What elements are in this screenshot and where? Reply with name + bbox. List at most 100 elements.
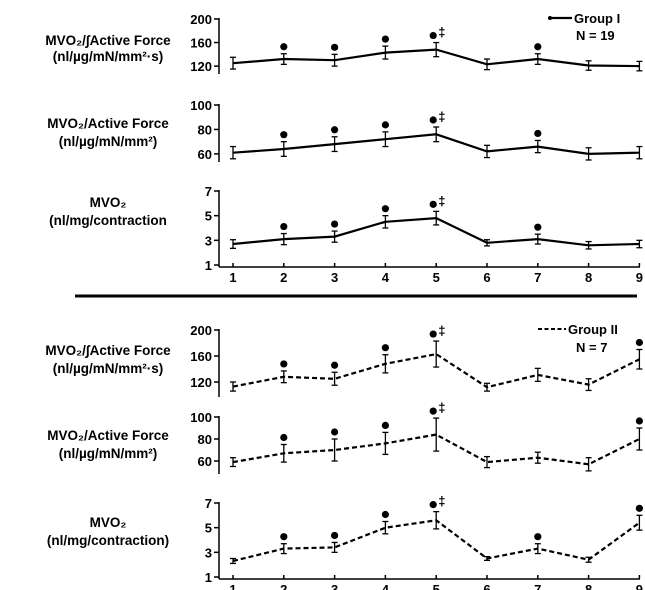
x-tick-label-g1-p3: 9 [636, 270, 643, 285]
x-tick-label-g2-p3: 7 [534, 582, 541, 590]
significance-marker-g1-p2 [331, 126, 339, 134]
panel-g1-p1: 120 160 200 MVO₂/∫Active Force(nl/µg/mN/mm²… [45, 12, 643, 74]
panel-g1-p3: 1 3 5 7 MVO₂ (nl/mg/contraction 1 2 3 4 5 6 7 8 9 ‡ [49, 184, 643, 285]
y-units-g1-p1: (nl/µg/mN/mm²·s) [53, 49, 164, 64]
significance-marker-g1-p1 [429, 31, 437, 40]
y-units-g1-p2: (nl/µg/mN/mm²) [59, 134, 158, 149]
x-tick-label-g1-p3: 7 [534, 270, 541, 285]
x-tick-label-g2-p3: 6 [483, 582, 490, 590]
significance-marker-g2-p2 [280, 433, 288, 442]
x-tick-label-g2-p3: 1 [229, 582, 236, 590]
x-tick-label-g1-p3: 2 [280, 270, 287, 285]
panel-g2-p1: 120 160 200 MVO₂/∫Active Force (nl/µg/mN/mm²… [45, 323, 644, 397]
y-tick-label-g1-p3: 3 [205, 233, 212, 248]
significance-marker-g2-p1 [280, 360, 288, 368]
x-tick-label-g2-p3: 4 [382, 582, 390, 590]
y-tick-label-g1-p1: 160 [190, 36, 212, 51]
x-tick-label-g1-p3: 1 [229, 270, 236, 285]
significance-marker-g1-p2 [280, 131, 288, 139]
significance-marker-g1-p1 [331, 43, 339, 51]
significance-marker-g2-p1 [635, 338, 644, 347]
significance-marker-g2-p3 [534, 533, 542, 541]
x-tick-label-g2-p3: 8 [585, 582, 592, 590]
legend-n-group-2: N = 7 [576, 340, 607, 355]
significance-marker-g2-p2 [429, 407, 437, 415]
legend-label-group-1: Group I [574, 11, 620, 26]
legend-group-2: Group II N = 7 [538, 322, 618, 355]
y-tick-label-g1-p2: 60 [198, 147, 212, 162]
x-tick-label-g2-p3: 3 [331, 582, 338, 590]
legend-group-1: Group I N = 19 [548, 11, 620, 43]
legend-n-group-1: N = 19 [576, 28, 615, 43]
panel-g2-p2: 60 80 100 MVO₂/Active Force (nl/µg/mN/mm²) ‡ [47, 400, 644, 474]
y-tick-label-g1-p2: 100 [190, 98, 212, 113]
significance-marker-g1-p2 [429, 116, 437, 124]
y-units-g1-p3: (nl/mg/contraction [49, 213, 167, 228]
significance-marker-g2-p1 [381, 344, 389, 352]
double-dagger-marker-g2-p1: ‡ [438, 323, 445, 338]
significance-marker-g1-p3 [280, 222, 288, 231]
significance-marker-g2-p2 [381, 421, 389, 429]
y-label-g2-p2: MVO₂/Active Force [47, 428, 169, 443]
significance-marker-g1-p3 [429, 200, 437, 208]
x-tick-label-g2-p3: 9 [636, 582, 643, 590]
y-label-g2-p3: MVO₂ [90, 515, 127, 530]
significance-marker-g2-p3 [429, 501, 437, 509]
significance-marker-g2-p1 [331, 361, 339, 369]
y-tick-label-g1-p1: 200 [190, 12, 212, 27]
x-tick-label-g1-p3: 5 [433, 270, 440, 285]
series-line-g2-p1 [232, 352, 640, 389]
x-tick-label-g2-p3: 2 [280, 582, 287, 590]
double-dagger-marker-g2-p3: ‡ [438, 494, 445, 509]
y-tick-label-g2-p3: 5 [205, 521, 212, 536]
significance-marker-g2-p3 [635, 504, 644, 512]
y-tick-label-g1-p2: 80 [198, 122, 212, 137]
y-tick-label-g2-p3: 3 [205, 545, 212, 560]
y-tick-label-g2-p2: 80 [198, 432, 212, 447]
significance-marker-g1-p2 [381, 121, 389, 129]
series-line-g1-p2 [232, 133, 640, 156]
significance-marker-g1-p1 [280, 43, 288, 51]
significance-marker-g2-p1 [429, 330, 437, 338]
significance-marker-g2-p2 [635, 417, 644, 425]
significance-marker-g1-p3 [331, 220, 339, 228]
x-tick-label-g2-p3: 5 [433, 582, 440, 590]
y-label-g2-p1: MVO₂/∫Active Force [45, 343, 171, 358]
y-tick-label-g2-p1: 200 [190, 323, 212, 338]
series-line-g2-p2 [232, 433, 640, 466]
y-tick-label-g2-p3: 1 [205, 570, 212, 585]
series-line-g1-p3 [232, 216, 640, 247]
x-tick-label-g1-p3: 8 [585, 270, 592, 285]
y-label-g1-p1: MVO₂/∫Active Force [45, 33, 171, 48]
y-tick-label-g2-p2: 60 [198, 454, 212, 469]
panel-g1-p2: 60 80 100 MVO₂/Active Force (nl/µg/mN/mm²) ‡ [47, 98, 643, 162]
x-tick-label-g1-p3: 6 [483, 270, 490, 285]
y-tick-label-g1-p1: 120 [190, 59, 212, 74]
series-line-g2-p3 [232, 519, 641, 563]
significance-marker-g2-p3 [331, 531, 339, 540]
y-label-g1-p2: MVO₂/Active Force [47, 116, 169, 131]
y-units-g2-p3: (nl/mg/contraction) [47, 533, 169, 548]
y-tick-label-g2-p2: 100 [190, 410, 212, 425]
significance-marker-g1-p3 [381, 205, 389, 213]
x-tick-label-g1-p3: 4 [382, 270, 390, 285]
significance-marker-g2-p3 [280, 533, 288, 541]
y-label-g1-p3: MVO₂ [90, 195, 127, 210]
significance-marker-g1-p1 [381, 35, 389, 43]
y-tick-label-g2-p3: 7 [205, 496, 212, 511]
y-tick-label-g2-p1: 120 [190, 375, 212, 390]
x-tick-label-g1-p3: 3 [331, 270, 338, 285]
double-dagger-marker-g2-p2: ‡ [438, 400, 445, 415]
double-dagger-marker-g1-p3: ‡ [438, 193, 445, 208]
y-tick-label-g1-p3: 1 [205, 258, 212, 273]
significance-marker-g1-p1 [534, 43, 542, 51]
y-units-g2-p2: (nl/µg/mN/mm²) [59, 446, 158, 461]
series-line-g1-p1 [232, 48, 640, 68]
significance-marker-g2-p3 [381, 510, 389, 519]
significance-marker-g2-p2 [331, 428, 339, 436]
y-tick-label-g2-p1: 160 [190, 349, 212, 364]
y-tick-label-g1-p3: 5 [205, 209, 212, 224]
double-dagger-marker-g1-p2: ‡ [438, 109, 445, 124]
